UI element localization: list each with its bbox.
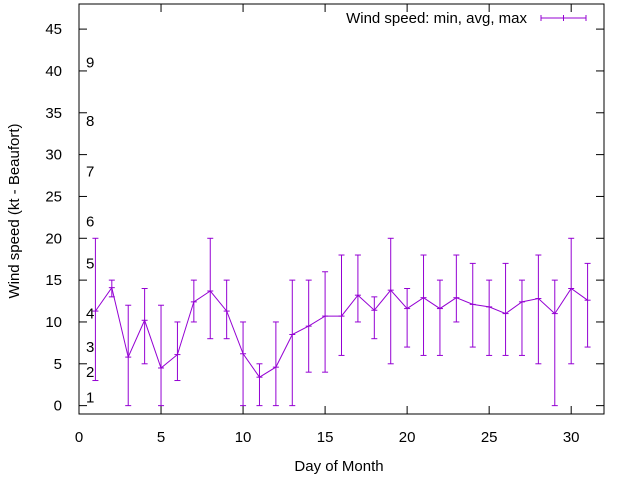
x-tick-label: 30 <box>563 429 580 446</box>
y-tick-label: 15 <box>45 272 62 289</box>
beaufort-label: 5 <box>86 255 94 272</box>
x-axis-label: Day of Month <box>294 458 383 475</box>
legend: Wind speed: min, avg, max <box>346 10 587 27</box>
x-tick-label: 5 <box>157 429 165 446</box>
y-tick-label: 0 <box>54 398 62 415</box>
y-tick-label: 30 <box>45 147 62 164</box>
beaufort-label: 7 <box>86 163 94 180</box>
beaufort-label: 1 <box>86 389 94 406</box>
beaufort-label: 9 <box>86 55 94 72</box>
beaufort-label: 8 <box>86 113 94 130</box>
beaufort-label: 3 <box>86 339 94 356</box>
y-tick-label: 45 <box>45 21 62 38</box>
beaufort-label: 4 <box>86 306 94 323</box>
x-tick-label: 15 <box>317 429 334 446</box>
y-tick-label: 20 <box>45 230 62 247</box>
beaufort-label: 2 <box>86 364 94 381</box>
y-tick-label: 25 <box>45 188 62 205</box>
plot-frame <box>78 3 605 415</box>
series-group <box>92 237 591 407</box>
y-axis-label: Wind speed (kt - Beaufort) <box>6 123 23 298</box>
x-tick-label: 25 <box>481 429 498 446</box>
legend-label: Wind speed: min, avg, max <box>346 10 527 27</box>
beaufort-annotations: 1 2 3 4 5 6 7 8 9 <box>86 55 94 407</box>
x-tick-label: 0 <box>75 429 83 446</box>
y-tick-label: 35 <box>45 105 62 122</box>
x-tick-label: 20 <box>399 429 416 446</box>
y-tick-label: 5 <box>54 356 62 373</box>
beaufort-label: 6 <box>86 214 94 231</box>
x-tick-label: 10 <box>235 429 252 446</box>
y-tick-label: 40 <box>45 63 62 80</box>
y-tick-label: 10 <box>45 314 62 331</box>
